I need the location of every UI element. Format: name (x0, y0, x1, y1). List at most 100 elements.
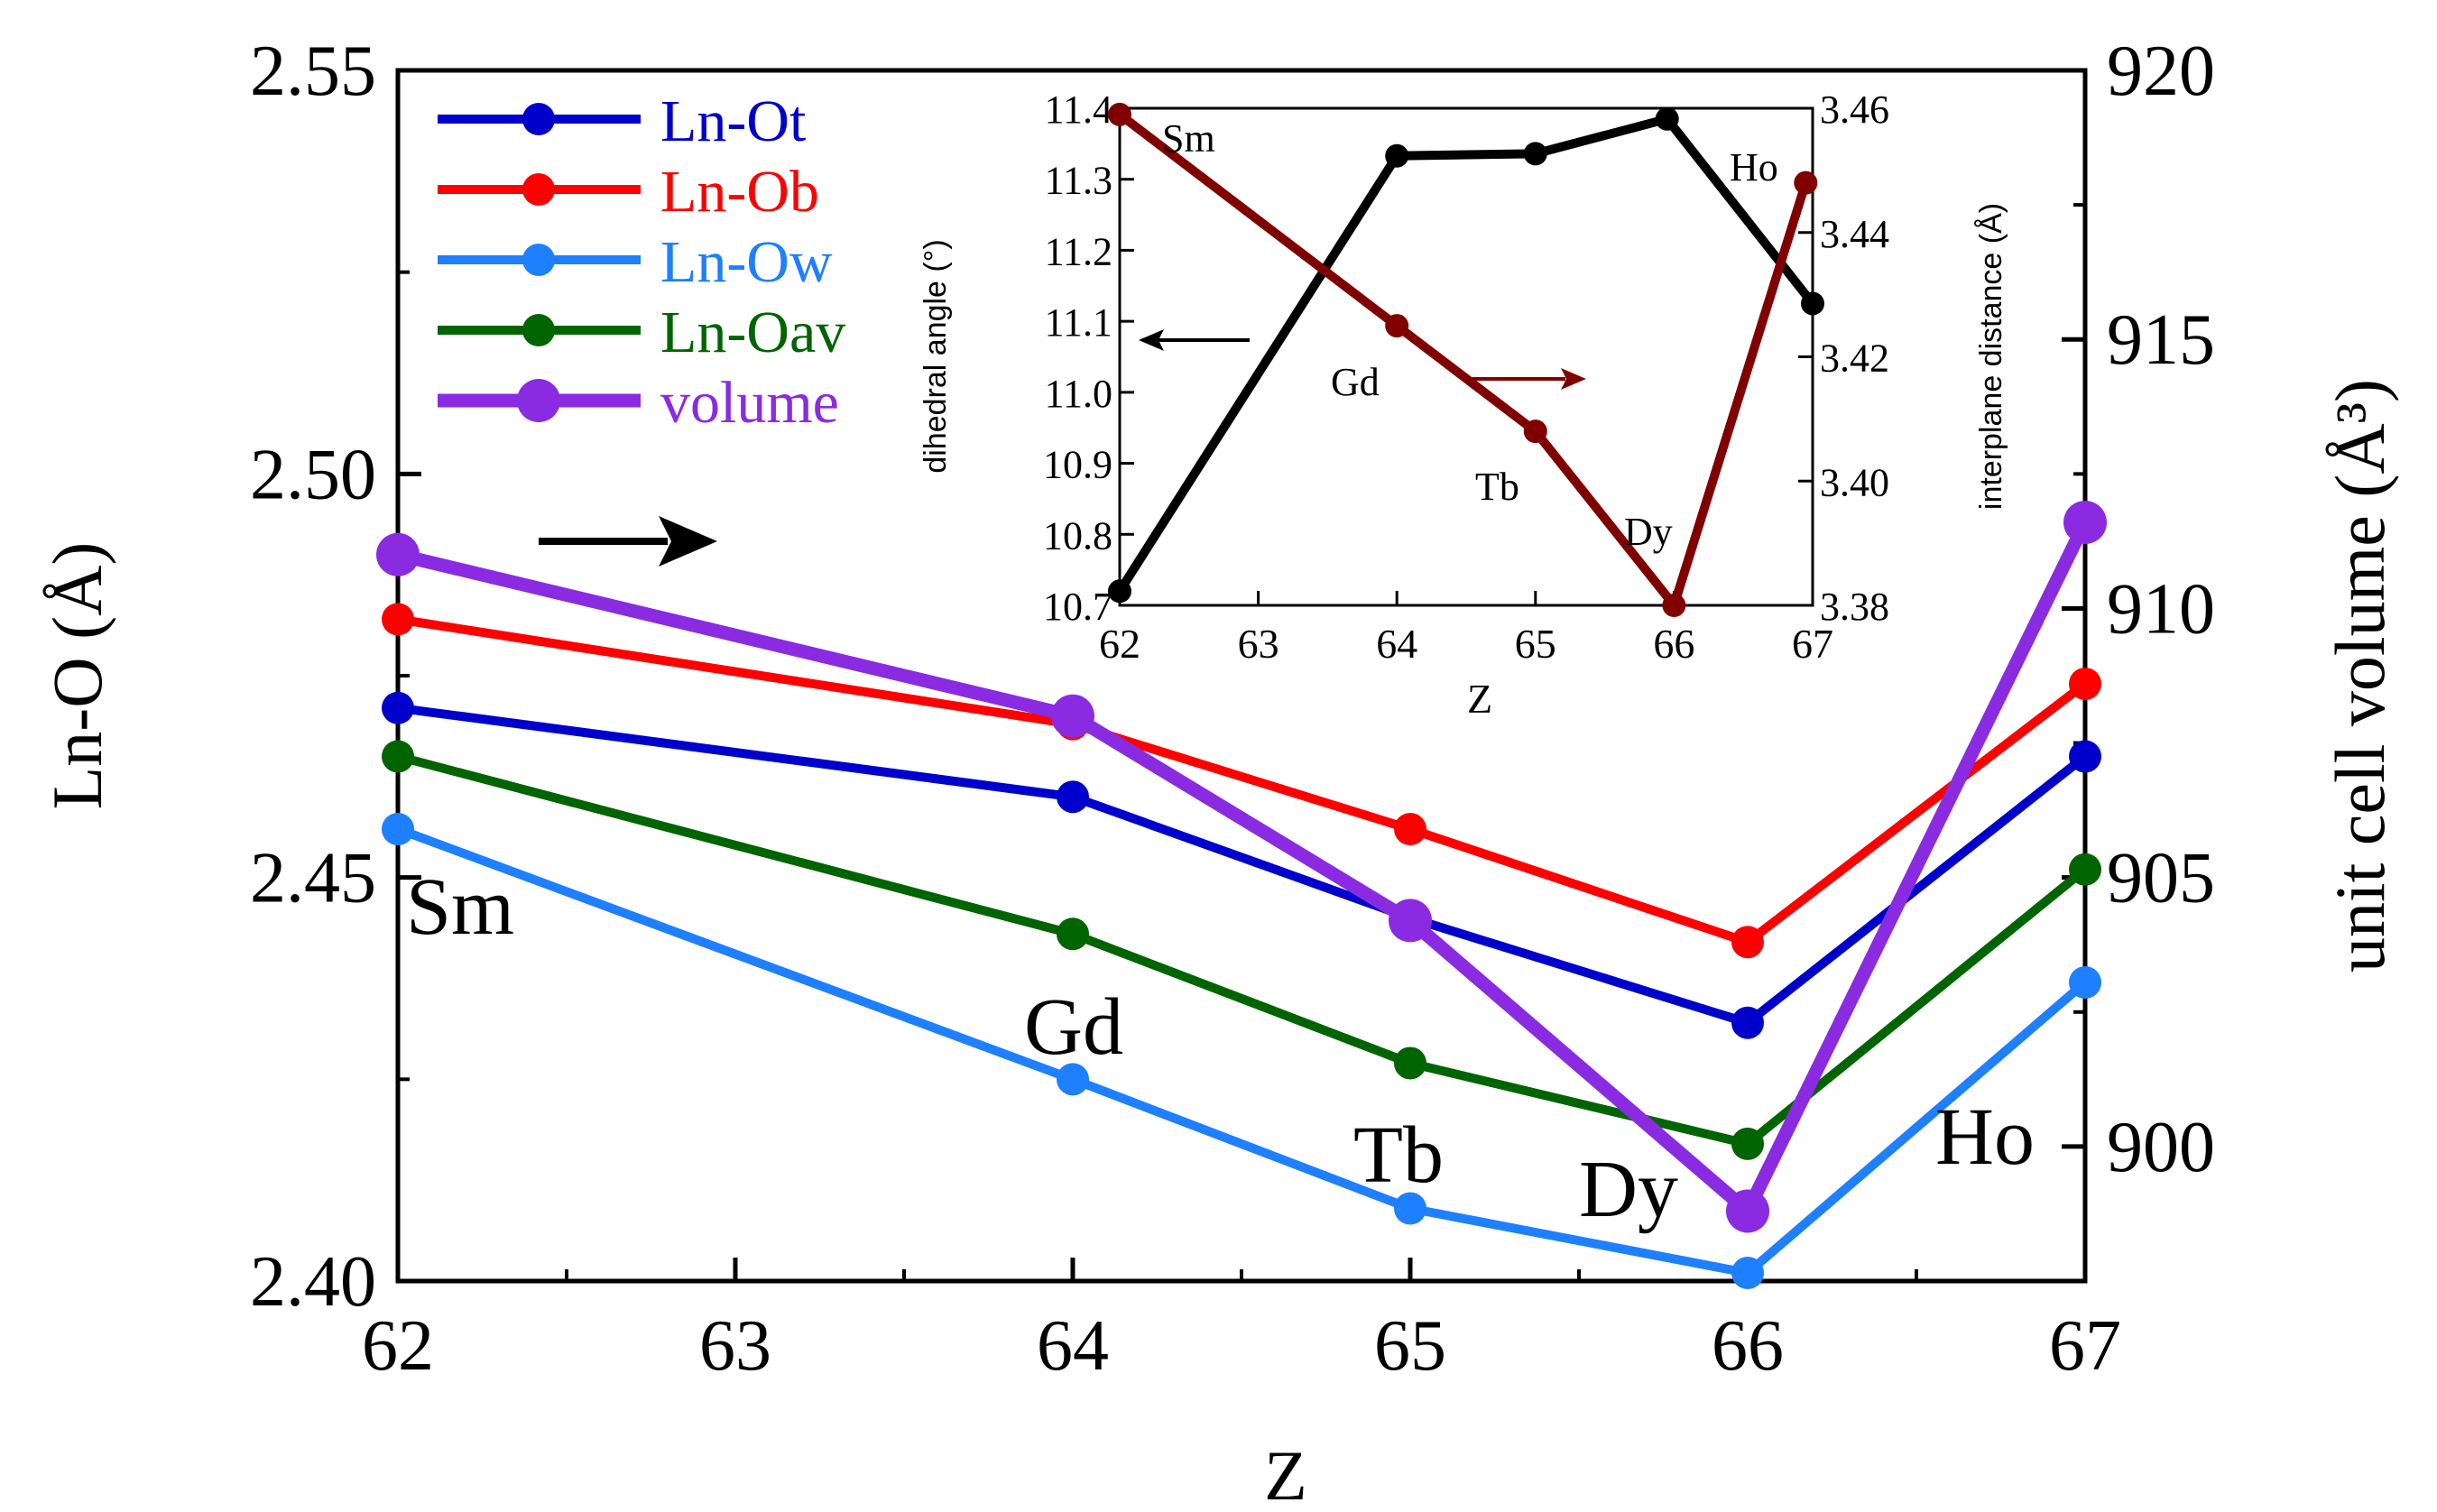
inset-data-point-dihedral-angle (1108, 579, 1131, 604)
data-point-volume (1051, 694, 1094, 738)
data-point-volume (1726, 1189, 1769, 1233)
inset-x-tick-label-66: 66 (1653, 621, 1694, 667)
inset-x-axis-label: Z (1467, 676, 1492, 722)
y-tick-label-2-40: 2.40 (250, 1242, 376, 1322)
inset-data-point-interplane-distance (1523, 419, 1547, 444)
inset-y2-tick-label-3-38: 3.38 (1820, 585, 1889, 629)
data-point-ln-oav (2069, 853, 2101, 886)
inset-y-tick-label-11-2: 11.2 (1045, 229, 1112, 273)
y2-tick-label-920: 920 (2107, 32, 2215, 111)
inset-x-ticks: 62 63 64 65 66 67 (1099, 591, 1833, 667)
legend-marker-ln-ot (522, 103, 555, 135)
inset-point-label-gd: Gd (1331, 360, 1380, 404)
legend-label-volume: volume (660, 370, 839, 436)
x-tick-label-67: 67 (2049, 1306, 2121, 1386)
data-point-ln-ot (1057, 780, 1089, 814)
inset-y-tick-label-11-1: 11.1 (1045, 300, 1112, 345)
y-tick-label-2-45: 2.45 (250, 839, 376, 918)
legend-label-ln-ot: Ln-Ot (660, 88, 806, 154)
legend-label-ln-oav: Ln-Oav (660, 300, 845, 365)
arrow-head (659, 516, 717, 567)
inset-y2-tick-label-3-40: 3.40 (1820, 460, 1889, 504)
inset-chart: 62 63 64 65 66 67 10.7 10.8 10.9 11.0 11.1 11.2 11.… (918, 88, 2008, 722)
inset-y-axis-label: dihedral angle (°) (918, 239, 953, 473)
data-point-ln-ow (1394, 1192, 1426, 1225)
inset-point-label-sm: Sm (1162, 116, 1215, 161)
data-point-ln-ob (2069, 667, 2101, 700)
data-point-ln-ob (382, 603, 414, 636)
legend-marker-ln-ob (522, 173, 555, 206)
data-point-ln-ob (1731, 926, 1764, 959)
data-point-ln-ot (1731, 1006, 1764, 1039)
inset-right-arrow-head (1561, 368, 1586, 390)
legend-marker-volume (517, 379, 560, 422)
point-label-tb: Tb (1353, 1111, 1444, 1200)
main-series (376, 501, 2107, 1290)
data-point-ln-ot (382, 691, 414, 724)
inset-x-tick-label-64: 64 (1376, 621, 1417, 667)
legend-label-ln-ow: Ln-Ow (660, 229, 833, 295)
y2-tick-label-910: 910 (2107, 569, 2215, 649)
inset-x-tick-label-65: 65 (1515, 621, 1556, 667)
right-arrow (539, 516, 717, 567)
main-y-axis-label: Ln-O (Å) (38, 542, 116, 810)
data-point-ln-ow (2069, 965, 2101, 999)
inset-y-tick-label-11-4: 11.4 (1045, 88, 1112, 132)
data-point-ln-oav (1394, 1046, 1426, 1080)
inset-plot-frame (1118, 106, 1814, 607)
inset-series (1108, 102, 1824, 617)
y-tick-label-2-55: 2.55 (250, 32, 376, 111)
inset-x-tick-label-62: 62 (1099, 621, 1140, 667)
inset-point-label-ho: Ho (1730, 145, 1778, 189)
inset-point-label-dy: Dy (1624, 510, 1673, 554)
inset-y-tick-label-11-3: 11.3 (1045, 159, 1112, 203)
data-point-ln-ob (1394, 812, 1426, 845)
y2-tick-label-900: 900 (2107, 1108, 2215, 1187)
inset-data-point-interplane-distance (1385, 314, 1409, 338)
inset-data-point-interplane-distance (1108, 102, 1131, 126)
inset-y2-tick-label-3-44: 3.44 (1820, 212, 1889, 256)
inset-data-point-interplane-distance (1794, 171, 1818, 195)
point-label-ho: Ho (1935, 1093, 2035, 1182)
inset-right-arrow (1472, 368, 1586, 390)
inset-y2-ticks: 3.38 3.40 3.42 3.44 3.46 (1798, 88, 1889, 629)
y2-tick-label-915: 915 (2107, 300, 2215, 380)
main-chart: 62 63 64 65 66 67 2.402.452.502.55 9009059109… (38, 32, 2399, 1512)
inset-x-tick-label-67: 67 (1792, 621, 1833, 667)
inset-y-tick-label-11-0: 11.0 (1045, 372, 1112, 416)
data-point-ln-ow (382, 812, 414, 845)
data-point-volume (376, 532, 420, 576)
inset-y-ticks: 10.7 10.8 10.9 11.0 11.1 11.2 11.3 11.4 (1043, 88, 1134, 629)
data-point-ln-ow (1057, 1063, 1089, 1096)
main-x-axis-label: Z (1264, 1436, 1307, 1512)
inset-data-point-dihedral-angle (1523, 142, 1547, 166)
inset-y-tick-label-10-8: 10.8 (1043, 513, 1112, 558)
x-tick-label-63: 63 (699, 1306, 771, 1386)
main-y2-ticks: 900 905 910 915 920 (2062, 32, 2215, 1187)
x-tick-label-66: 66 (1712, 1306, 1784, 1386)
inset-left-arrow (1139, 329, 1250, 351)
inset-y-tick-label-10-7: 10.7 (1043, 585, 1112, 629)
inset-data-point-dihedral-angle (1655, 106, 1679, 131)
inset-x-tick-label-63: 63 (1238, 621, 1279, 667)
data-point-ln-oav (1731, 1127, 1764, 1160)
main-point-labels: Sm Gd Tb Dy Ho (406, 862, 2035, 1234)
data-point-ln-oav (382, 740, 414, 773)
x-tick-label-62: 62 (362, 1306, 434, 1386)
legend-label-ln-ob: Ln-Ob (660, 159, 819, 225)
inset-data-point-dihedral-angle (1385, 143, 1409, 168)
data-point-volume (2063, 501, 2107, 545)
data-point-ln-ow (1731, 1257, 1764, 1290)
inset-y2-axis-label: interplane distance (Å) (1974, 203, 2008, 510)
legend-marker-ln-oav (522, 314, 555, 346)
inset-y-tick-label-10-9: 10.9 (1043, 443, 1112, 487)
data-point-ln-oav (1057, 917, 1089, 951)
y-tick-label-2-50: 2.50 (250, 435, 376, 514)
x-tick-label-64: 64 (1037, 1306, 1109, 1386)
point-label-gd: Gd (1024, 982, 1123, 1072)
inset-left-arrow-head (1139, 329, 1164, 351)
inset-data-point-interplane-distance (1662, 594, 1686, 617)
data-point-ln-ot (2069, 740, 2101, 773)
